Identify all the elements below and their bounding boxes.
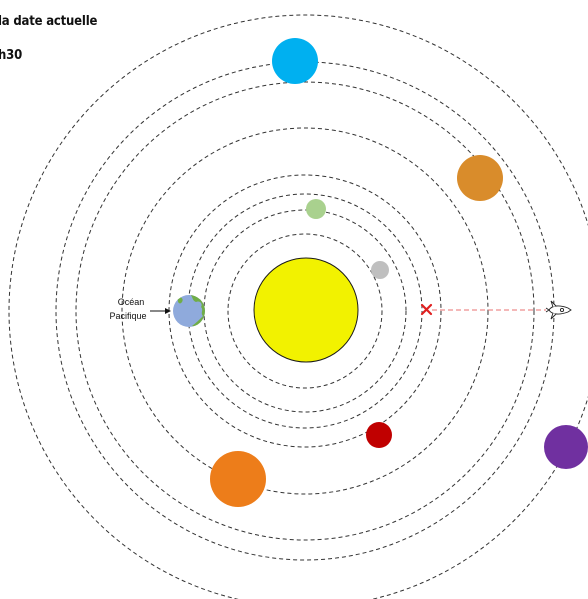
- rocket-icon: [545, 300, 572, 320]
- planet-jupiter: [210, 451, 266, 507]
- earth-label-line1: Océan: [117, 297, 145, 307]
- cross-mark-icon: [420, 303, 433, 316]
- time-caption: h30: [0, 48, 23, 63]
- date-caption: la date actuelle: [0, 14, 98, 29]
- planet-mercury: [371, 261, 389, 279]
- earth-pointer-arrow: [150, 308, 171, 314]
- orbit-saturn: [75, 81, 535, 541]
- planet-neptune: [544, 425, 588, 469]
- orbit-neptune: [8, 14, 588, 599]
- planet-venus: [306, 199, 326, 219]
- planet-uranus: [272, 38, 318, 84]
- planet-saturn: [457, 155, 503, 201]
- earth-label-line2: Pacifique: [109, 311, 147, 321]
- planet-mars: [366, 422, 392, 448]
- planet-earth: [173, 295, 205, 327]
- sun: [253, 257, 359, 363]
- orbit-mercury: [227, 233, 383, 389]
- orbit-jupiter: [121, 127, 489, 495]
